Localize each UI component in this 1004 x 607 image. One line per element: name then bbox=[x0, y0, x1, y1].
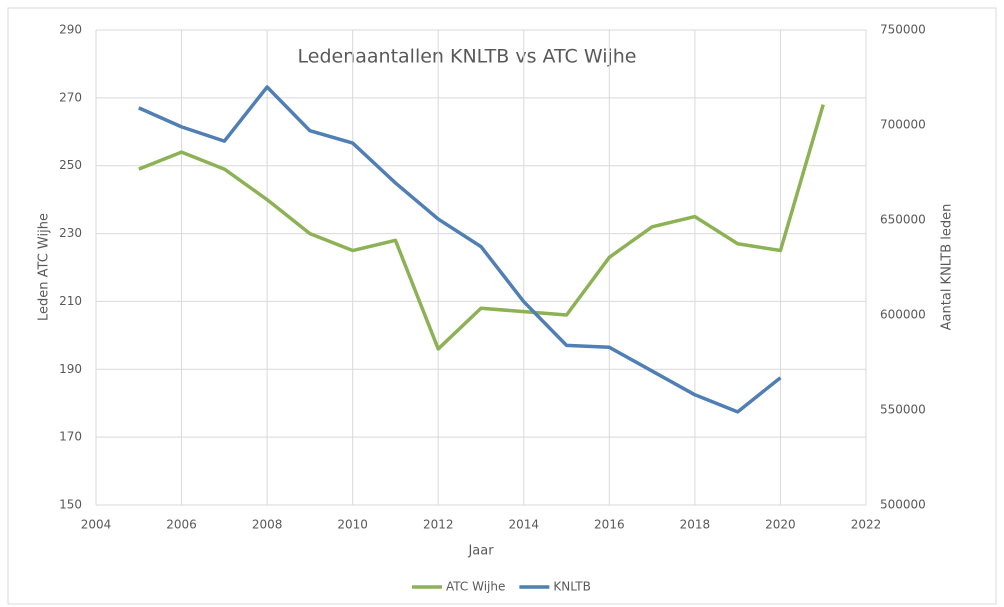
y2-tick-label: 500000 bbox=[880, 498, 926, 512]
y-tick-label: 210 bbox=[59, 294, 82, 308]
y-tick-label: 270 bbox=[59, 90, 82, 104]
y2-tick-label: 650000 bbox=[880, 213, 926, 227]
y2-tick-label: 550000 bbox=[880, 403, 926, 417]
x-tick-label: 2006 bbox=[166, 518, 197, 532]
legend-label: KNLTB bbox=[553, 580, 590, 594]
chart-title: Ledenaantallen KNLTB vs ATC Wijhe bbox=[298, 46, 637, 68]
y2-tick-label: 750000 bbox=[880, 23, 926, 37]
y-tick-label: 170 bbox=[59, 430, 82, 444]
series-line bbox=[138, 104, 825, 351]
y-tick-label: 250 bbox=[59, 158, 82, 172]
y2-axis-label: Aantal KNLTB leden bbox=[940, 204, 955, 331]
y2-tick-label: 600000 bbox=[880, 308, 926, 322]
y2-tick-label: 700000 bbox=[880, 118, 926, 132]
x-tick-label: 2014 bbox=[509, 518, 540, 532]
x-tick-label: 2020 bbox=[765, 518, 796, 532]
y-axis-label: Leden ATC Wijhe bbox=[37, 213, 52, 321]
x-tick-label: 2004 bbox=[81, 518, 112, 532]
x-tick-label: 2022 bbox=[851, 518, 882, 532]
x-tick-label: 2010 bbox=[337, 518, 368, 532]
x-tick-label: 2018 bbox=[680, 518, 711, 532]
x-tick-label: 2016 bbox=[594, 518, 625, 532]
x-tick-label: 2012 bbox=[423, 518, 454, 532]
y-tick-label: 150 bbox=[59, 498, 82, 512]
legend-label: ATC Wijhe bbox=[446, 580, 505, 594]
y-tick-label: 230 bbox=[59, 226, 82, 240]
x-axis-label: Jaar bbox=[467, 544, 494, 559]
y-tick-label: 290 bbox=[59, 23, 82, 37]
x-tick-label: 2008 bbox=[252, 518, 283, 532]
y-tick-label: 190 bbox=[59, 362, 82, 376]
series-line bbox=[138, 85, 782, 414]
